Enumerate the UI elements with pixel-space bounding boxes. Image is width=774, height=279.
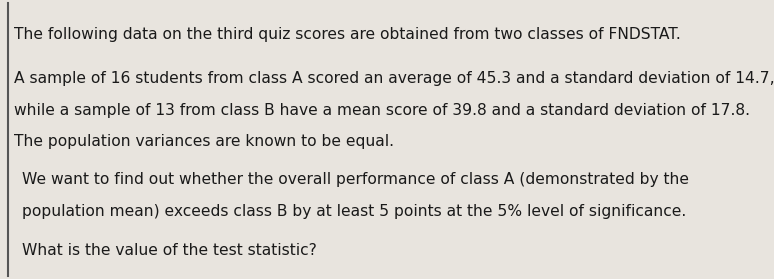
- Text: We want to find out whether the overall performance of class A (demonstrated by : We want to find out whether the overall …: [22, 172, 689, 187]
- Text: The following data on the third quiz scores are obtained from two classes of FND: The following data on the third quiz sco…: [13, 27, 680, 42]
- Text: What is the value of the test statistic?: What is the value of the test statistic?: [22, 243, 317, 258]
- Text: The population variances are known to be equal.: The population variances are known to be…: [13, 134, 393, 149]
- Text: population mean) exceeds class B by at least 5 points at the 5% level of signifi: population mean) exceeds class B by at l…: [22, 204, 686, 219]
- Text: A sample of 16 students from class A scored an average of 45.3 and a standard de: A sample of 16 students from class A sco…: [13, 71, 774, 86]
- Text: while a sample of 13 from class B have a mean score of 39.8 and a standard devia: while a sample of 13 from class B have a…: [13, 103, 749, 117]
